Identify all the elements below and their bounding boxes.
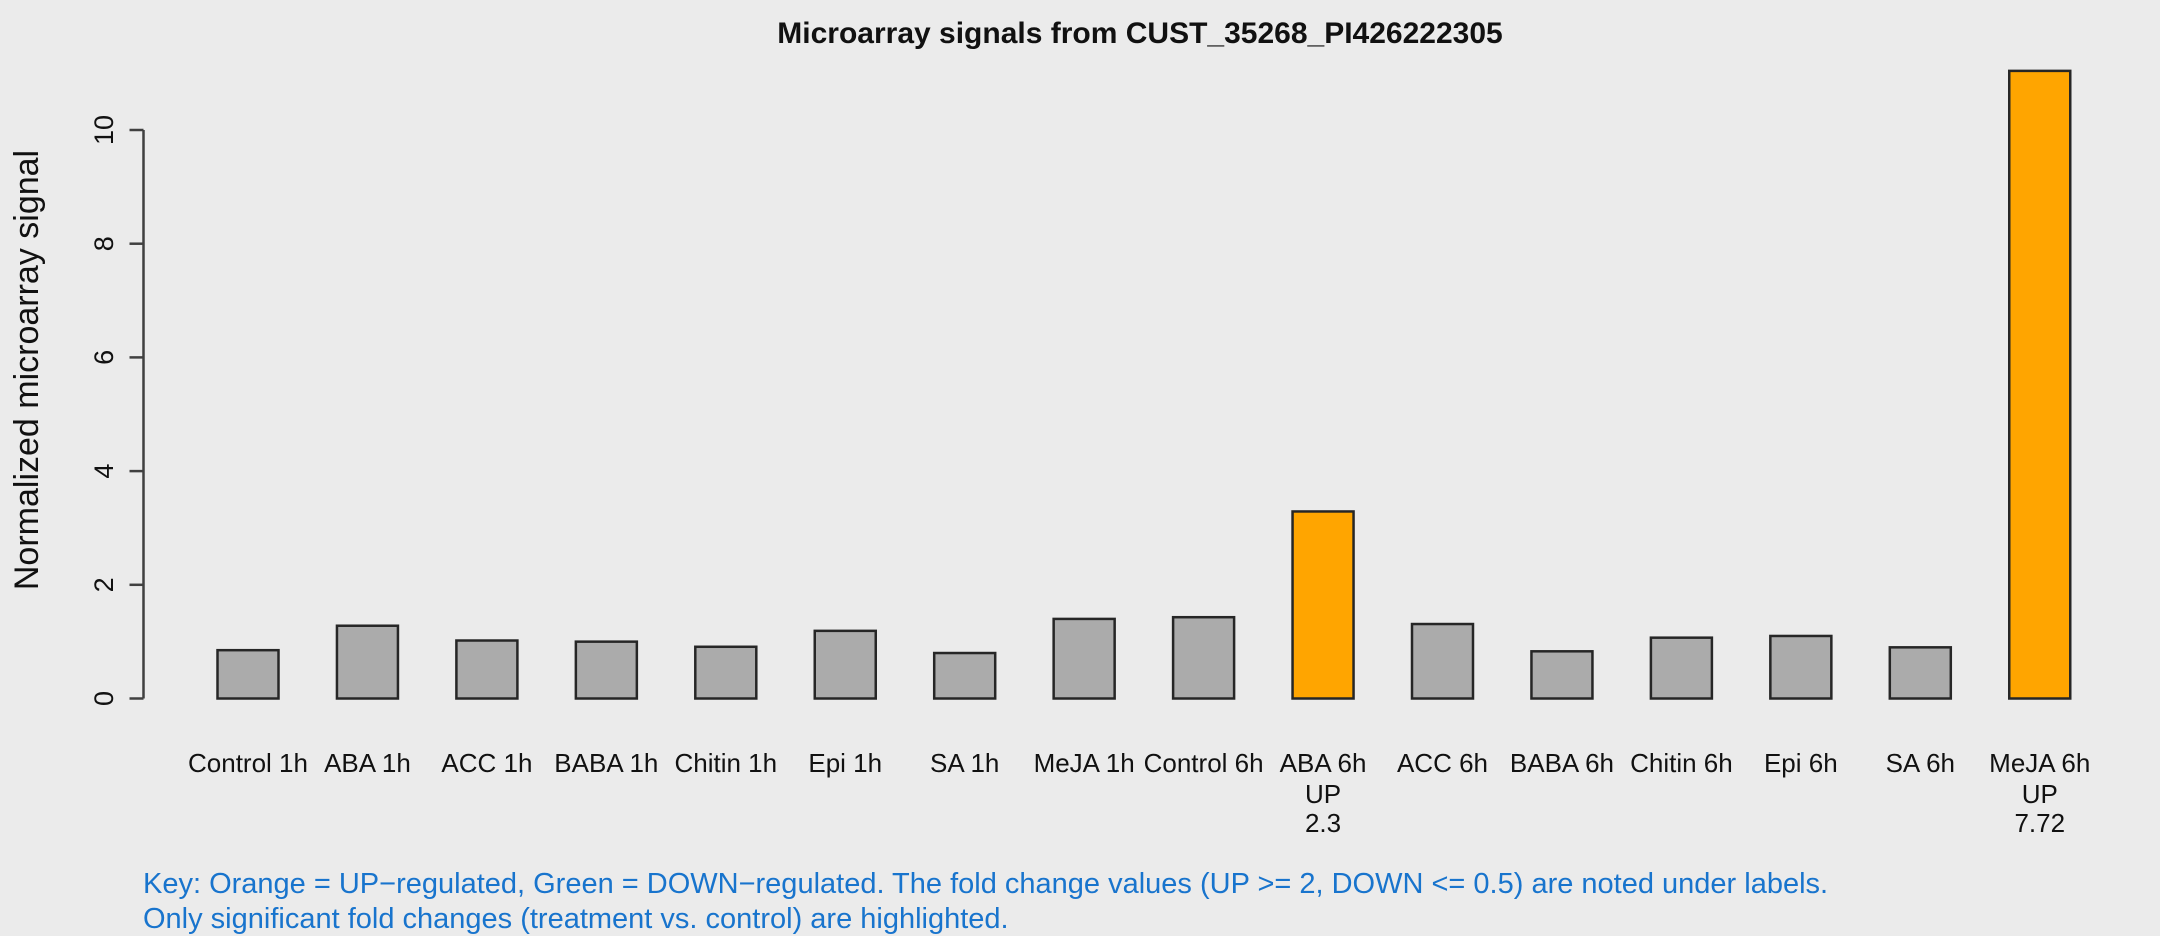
bar-acc-6h [1410, 622, 1475, 700]
y-tick-label: 2 [89, 577, 119, 592]
x-tick-label: MeJA 6h [1989, 748, 2090, 778]
x-label-fold-change: 7.72 [2014, 808, 2065, 838]
x-tick-label: ACC 6h [1397, 748, 1488, 778]
bar-aba-1h [335, 624, 400, 700]
bar-aba-6h [1291, 510, 1355, 700]
y-tick-label: 4 [89, 464, 119, 479]
bar-baba-6h [1530, 650, 1594, 700]
x-tick-label: BABA 1h [554, 748, 658, 778]
key-text-line1: Key: Orange = UP−regulated, Green = DOWN… [143, 868, 1828, 900]
x-label-fold-change: 2.3 [1305, 808, 1341, 838]
x-tick-label: Epi 1h [808, 748, 882, 778]
bar-sa-1h [932, 651, 997, 700]
y-axis-title: Normalized microarray signal [8, 150, 46, 590]
bar-chitin-6h [1649, 636, 1714, 700]
x-axis-labels: Control 1h ABA 1h ACC 1h BABA 1h Chitin 1h Ep… [188, 748, 2090, 838]
x-label-regulation: UP [2022, 779, 2058, 809]
y-axis: 0 2 4 6 8 10 [89, 115, 145, 706]
y-tick-label: 0 [89, 691, 119, 706]
y-tick-label: 10 [89, 115, 119, 145]
chart-title: Microarray signals from CUST_35268_PI426… [777, 17, 1502, 50]
y-tick-label: 6 [89, 350, 119, 365]
bar-epi-1h [813, 629, 877, 700]
key-text-line2: Only significant fold changes (treatment… [143, 903, 1009, 935]
x-tick-label: Control 6h [1144, 748, 1264, 778]
bar-meja-1h [1052, 617, 1116, 700]
bar-chitin-1h [694, 645, 758, 700]
x-tick-label: BABA 6h [1510, 748, 1614, 778]
bar-sa-6h [1888, 646, 1953, 700]
x-tick-label: ACC 1h [441, 748, 532, 778]
x-tick-label: Chitin 6h [1630, 748, 1733, 778]
x-tick-label: Epi 6h [1764, 748, 1838, 778]
bar-control-6h [1171, 615, 1236, 700]
bar-epi-6h [1769, 634, 1833, 700]
bar-control-1h [216, 648, 280, 700]
bar-baba-1h [574, 640, 639, 700]
bar-series [216, 69, 2072, 700]
bar-meja-6h [2008, 69, 2072, 700]
bar-acc-1h [455, 639, 519, 700]
x-tick-label: ABA 1h [324, 748, 411, 778]
x-label-regulation: UP [1305, 779, 1341, 809]
x-tick-label: Chitin 1h [674, 748, 777, 778]
x-tick-label: ABA 6h [1280, 748, 1367, 778]
x-tick-label: MeJA 1h [1034, 748, 1135, 778]
x-tick-label: SA 1h [930, 748, 999, 778]
x-tick-label: Control 1h [188, 748, 308, 778]
y-tick-label: 8 [89, 236, 119, 251]
x-tick-label: SA 6h [1886, 748, 1955, 778]
